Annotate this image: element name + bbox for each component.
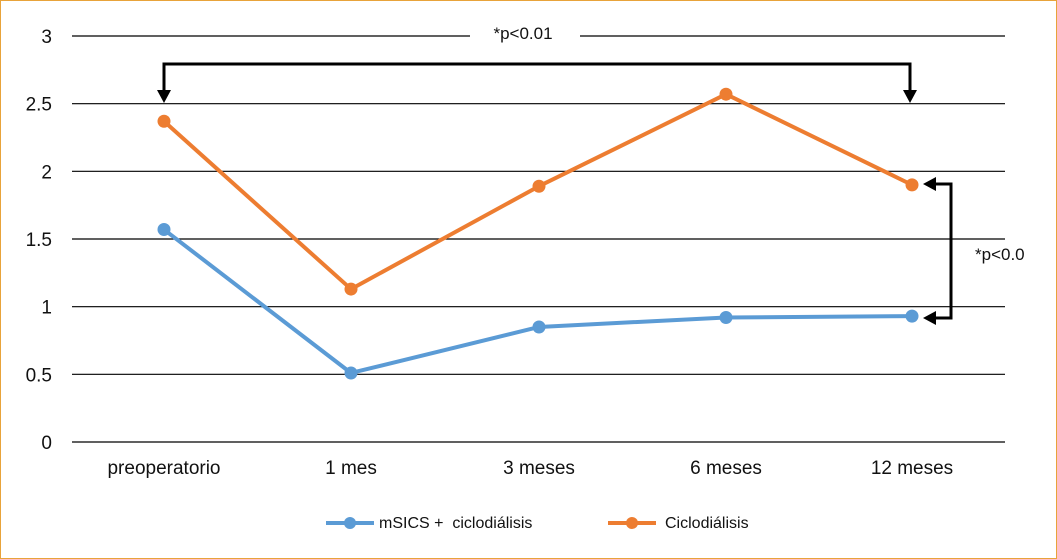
x-tick-label: 1 mes bbox=[325, 458, 377, 479]
x-tick-label: 12 meses bbox=[871, 458, 953, 479]
bracket-time-line bbox=[162, 62, 912, 100]
bracket-time-label-bg bbox=[470, 22, 580, 46]
bracket-groups-label: *p<0.0 bbox=[975, 245, 1025, 264]
data-point-1-3 bbox=[719, 87, 733, 101]
y-tick-label: 0 bbox=[41, 433, 52, 454]
y-tick-label: 2 bbox=[41, 162, 52, 183]
y-tick-label: 2.5 bbox=[26, 95, 52, 116]
x-tick-label: preoperatorio bbox=[107, 458, 220, 479]
data-point-1-2 bbox=[532, 179, 546, 193]
y-tick-label: 3 bbox=[41, 27, 52, 48]
significance-bracket-time: *p<0.01 bbox=[157, 22, 917, 103]
data-point-1-4 bbox=[905, 178, 919, 192]
y-axis-ticks: 0 0.5 1 1.5 2 2.5 3 bbox=[26, 27, 52, 454]
bracket-groups-arrow-bottom bbox=[923, 311, 936, 325]
bracket-groups-line bbox=[926, 182, 953, 320]
legend-label-ciclo: Ciclodiálisis bbox=[665, 515, 749, 532]
bracket-time-arrow-right bbox=[903, 90, 917, 103]
y-tick-label: 0.5 bbox=[26, 365, 52, 386]
legend-swatch-msics-marker bbox=[344, 517, 356, 529]
data-point-0-3 bbox=[719, 310, 733, 324]
bracket-groups-arrow-top bbox=[923, 177, 936, 191]
x-tick-label: 3 meses bbox=[503, 458, 575, 479]
legend: mSICS + ciclodiálisis Ciclodiálisis bbox=[326, 515, 749, 532]
series-lines bbox=[157, 87, 919, 380]
y-tick-label: 1.5 bbox=[26, 230, 52, 251]
x-tick-label: 6 meses bbox=[690, 458, 762, 479]
bracket-time-label: *p<0.01 bbox=[493, 24, 552, 43]
data-point-1-1 bbox=[344, 282, 358, 296]
data-point-0-1 bbox=[344, 366, 358, 380]
series-line-0 bbox=[162, 227, 913, 375]
legend-label-msics: mSICS + ciclodiálisis bbox=[379, 515, 532, 532]
significance-bracket-groups: *p<0.0 bbox=[923, 177, 1025, 325]
data-point-1-0 bbox=[157, 114, 171, 128]
data-point-0-4 bbox=[905, 309, 919, 323]
data-point-0-2 bbox=[532, 320, 546, 334]
gridlines bbox=[72, 35, 1005, 443]
bracket-time-arrow-left bbox=[157, 90, 171, 103]
x-axis-ticks: preoperatorio 1 mes 3 meses 6 meses 12 meses bbox=[107, 458, 953, 479]
legend-swatch-ciclo-marker bbox=[626, 517, 638, 529]
data-point-0-0 bbox=[157, 223, 171, 237]
y-tick-label: 1 bbox=[41, 298, 52, 319]
